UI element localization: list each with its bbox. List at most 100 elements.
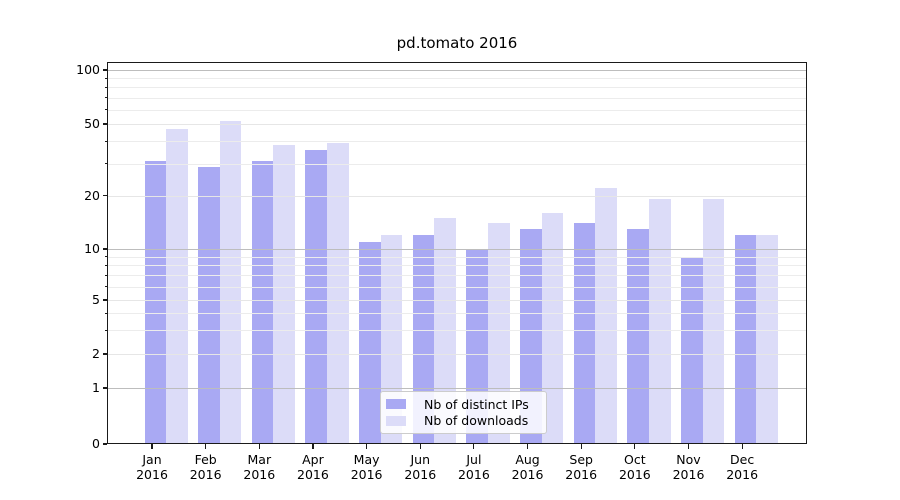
legend-swatch-downloads <box>386 415 406 426</box>
bar-downloads-oct <box>648 199 671 444</box>
xtick-mar <box>258 444 260 449</box>
xtick-month: Sep <box>569 452 593 467</box>
xtick-year: 2016 <box>243 466 276 482</box>
xtick-month: Mar <box>247 452 272 467</box>
gridline-minor-6 <box>107 286 807 288</box>
gridline-minor-9 <box>107 256 807 258</box>
spine-bottom <box>107 442 807 444</box>
legend-swatch-distinct-ips <box>386 399 406 410</box>
gridline-5 <box>107 300 807 301</box>
bar-distinct-ips-feb <box>198 166 220 444</box>
xtick-dec <box>741 444 743 449</box>
xtick-month: Feb <box>194 452 217 467</box>
xtick-month: Dec <box>730 452 755 467</box>
xtick-year: 2016 <box>404 466 437 482</box>
bar-distinct-ips-mar <box>251 161 274 444</box>
bar-distinct-ips-may <box>359 241 381 444</box>
xtick-apr <box>312 444 314 449</box>
gridline-minor-4 <box>107 313 807 315</box>
xtick-year: 2016 <box>565 466 598 482</box>
xtick-year: 2016 <box>136 466 168 482</box>
bar-downloads-nov <box>702 199 725 444</box>
xtick-label-jun: Jun 2016 <box>393 452 447 482</box>
gridline-major-10 <box>107 249 807 250</box>
gridline-major-100 <box>107 70 807 71</box>
xtick-month: Aug <box>515 452 540 467</box>
xtick-year: 2016 <box>726 466 759 482</box>
gridline-minor-90 <box>107 78 807 80</box>
xtick-year: 2016 <box>672 466 705 482</box>
xtick-sep <box>580 444 582 449</box>
ytick-minor-6 <box>104 286 107 288</box>
ytick-minor-7 <box>104 274 107 276</box>
xtick-month: Apr <box>302 452 324 467</box>
ytick-20 <box>103 194 107 197</box>
gridline-2 <box>107 354 807 355</box>
ytick-minor-80 <box>104 86 107 88</box>
xtick-year: 2016 <box>457 466 490 482</box>
gridline-minor-80 <box>107 87 807 89</box>
ytick-label-1: 1 <box>92 380 100 395</box>
xtick-month: Oct <box>624 452 646 467</box>
xtick-month: Jun <box>410 452 431 467</box>
xtick-month: Jul <box>466 452 482 467</box>
xtick-label-mar: Mar 2016 <box>232 452 286 482</box>
ytick-label-100: 100 <box>76 62 100 77</box>
xtick-month: Nov <box>676 452 701 467</box>
bar-distinct-ips-oct <box>627 228 649 444</box>
xtick-label-jul: Jul 2016 <box>447 452 501 482</box>
bar-distinct-ips-aug <box>520 228 542 444</box>
bar-distinct-ips-apr <box>305 149 328 444</box>
ytick-minor-8 <box>104 264 107 266</box>
bar-distinct-ips-nov <box>681 256 703 444</box>
legend-item-downloads: Nb of downloads <box>386 413 540 430</box>
xtick-month: Jan <box>142 452 162 467</box>
xtick-jan <box>151 444 153 449</box>
xtick-label-sep: Sep 2016 <box>554 452 608 482</box>
ytick-minor-30 <box>104 163 107 165</box>
ytick-2 <box>103 353 107 355</box>
ytick-5 <box>103 299 107 301</box>
ytick-minor-4 <box>104 312 107 314</box>
ytick-minor-9 <box>104 256 107 258</box>
ytick-minor-60 <box>104 109 107 111</box>
ytick-label-5: 5 <box>92 292 100 307</box>
spine-left <box>107 62 109 444</box>
legend-item-distinct-ips: Nb of distinct IPs <box>386 396 540 413</box>
spine-right <box>805 62 807 444</box>
ytick-1 <box>103 387 107 389</box>
xtick-year: 2016 <box>297 466 329 482</box>
ytick-label-20: 20 <box>84 187 100 203</box>
legend: Nb of distinct IPs Nb of downloads <box>380 391 547 434</box>
xtick-jun <box>419 444 421 449</box>
gridline-minor-7 <box>107 275 807 277</box>
gridline-minor-30 <box>107 163 807 165</box>
gridline-50 <box>107 124 807 125</box>
ytick-minor-90 <box>104 77 107 79</box>
bar-downloads-apr <box>327 143 349 444</box>
gridline-minor-8 <box>107 265 807 267</box>
bar-downloads-mar <box>273 145 295 444</box>
gridline-minor-60 <box>107 109 807 111</box>
xtick-year: 2016 <box>189 466 222 482</box>
ytick-label-50: 50 <box>84 116 100 131</box>
bar-downloads-sep <box>595 188 617 444</box>
xtick-may <box>366 444 368 449</box>
ytick-100 <box>103 69 107 71</box>
legend-label-distinct-ips: Nb of distinct IPs <box>424 396 529 412</box>
xtick-month: May <box>353 452 380 467</box>
ytick-50 <box>103 123 107 125</box>
xtick-label-dec: Dec 2016 <box>715 452 769 482</box>
xtick-aug <box>526 444 529 449</box>
xtick-label-oct: Oct 2016 <box>608 452 662 482</box>
xtick-nov <box>687 444 690 449</box>
gridline-major-1 <box>107 388 807 389</box>
xtick-year: 2016 <box>618 466 651 482</box>
xtick-year: 2016 <box>350 466 383 482</box>
xtick-label-feb: Feb 2016 <box>179 452 233 482</box>
ytick-label-10: 10 <box>84 241 100 256</box>
xtick-label-apr: Apr 2016 <box>286 452 340 482</box>
gridline-minor-3 <box>107 330 807 332</box>
gridline-minor-40 <box>107 141 807 143</box>
